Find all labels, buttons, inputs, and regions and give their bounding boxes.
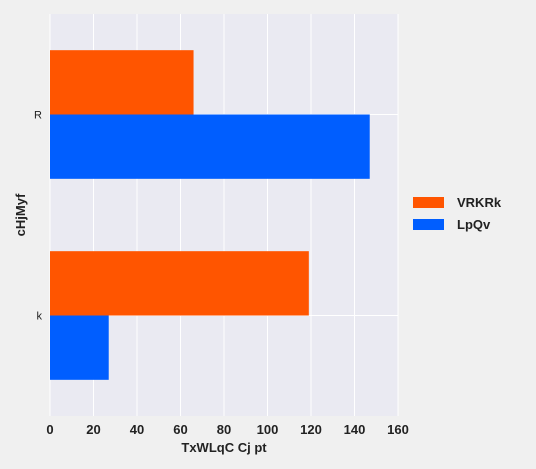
bar-VRKRk-k [50, 251, 309, 316]
bar-LpQv-k [50, 315, 109, 380]
bars [50, 50, 370, 380]
legend-swatch-VRKRk [413, 197, 444, 208]
x-axis-label: TxWLqC Cj pt [181, 440, 267, 455]
x-tick-label: 100 [257, 422, 279, 437]
x-tick-label: 120 [300, 422, 322, 437]
y-axis-label: cHjMyf [13, 193, 28, 236]
x-tick-label: 0 [46, 422, 53, 437]
x-tick-label: 20 [86, 422, 100, 437]
x-tick-label: 160 [387, 422, 409, 437]
legend: VRKRk LpQv [413, 195, 502, 232]
legend-label-LpQv: LpQv [457, 217, 491, 232]
x-tick-labels: 0 20 40 60 80 100 120 140 160 [46, 422, 408, 437]
y-tick-label: R [34, 110, 42, 122]
y-tick-label: k [37, 311, 43, 323]
bar-LpQv-R [50, 114, 370, 179]
legend-swatch-LpQv [413, 219, 444, 230]
x-tick-label: 80 [217, 422, 231, 437]
x-tick-label: 40 [130, 422, 144, 437]
y-tick-labels: Rk [34, 110, 42, 323]
legend-label-VRKRk: VRKRk [457, 195, 502, 210]
x-tick-label: 140 [344, 422, 366, 437]
bar-VRKRk-R [50, 50, 194, 115]
x-tick-label: 60 [173, 422, 187, 437]
